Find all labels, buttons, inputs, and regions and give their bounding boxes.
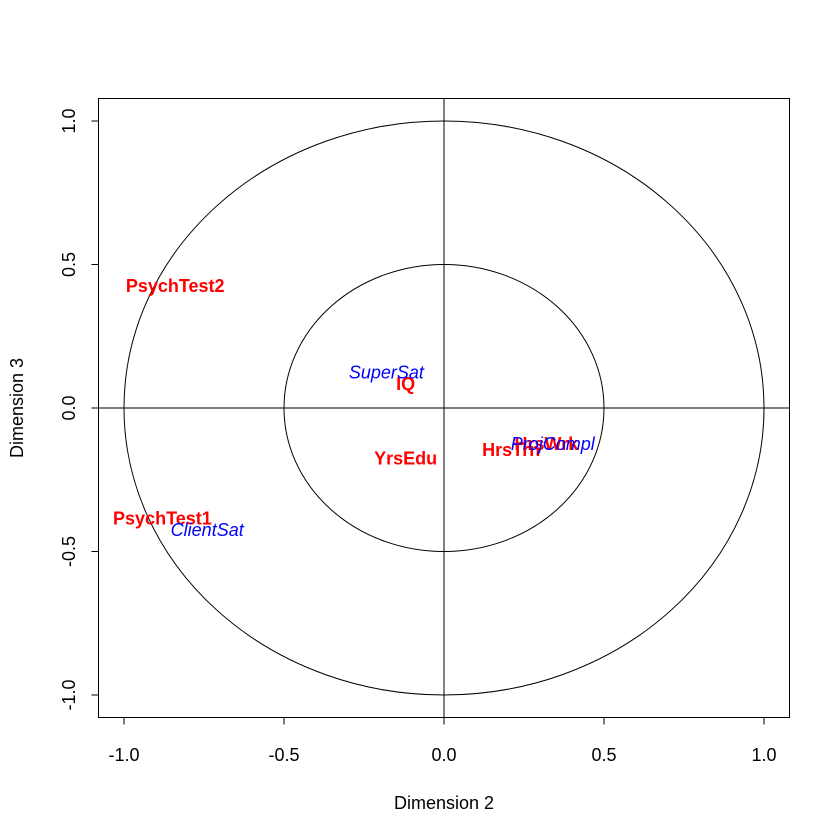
x-tick-label: 0.0 xyxy=(431,745,456,765)
point-label-projcompl: ProjCompl xyxy=(511,434,596,454)
point-label-hrstrn: HrsTrn xyxy=(482,440,540,460)
y-axis: -1.0 -0.5 0.0 0.5 1.0 xyxy=(59,108,99,711)
point-label-yrsedu: YrsEdu xyxy=(374,448,437,468)
y-tick-label: -1.0 xyxy=(59,679,79,710)
x-tick-label: -1.0 xyxy=(108,745,139,765)
point-label-clientsat: ClientSat xyxy=(171,520,245,540)
x-tick-label: 0.5 xyxy=(591,745,616,765)
x-tick-label: -0.5 xyxy=(268,745,299,765)
x-axis: -1.0 -0.5 0.0 0.5 1.0 xyxy=(108,717,777,765)
y-axis-title: Dimension 3 xyxy=(7,358,27,458)
y-tick-label: 1.0 xyxy=(59,108,79,133)
point-label-psychtest1: PsychTest1 xyxy=(113,509,212,529)
point-label-psychtest2: PsychTest2 xyxy=(126,276,225,296)
point-label-iq: IQ xyxy=(396,374,415,394)
point-label-hrswrk: HrsWrk xyxy=(515,434,580,454)
point-label-supersat: SuperSat xyxy=(349,362,425,382)
reference-lines xyxy=(98,98,790,718)
x-tick-label: 1.0 xyxy=(751,745,776,765)
y-tick-label: -0.5 xyxy=(59,536,79,567)
y-tick-label: 0.0 xyxy=(59,395,79,420)
y-tick-label: 0.5 xyxy=(59,252,79,277)
x-axis-title: Dimension 2 xyxy=(394,793,494,813)
